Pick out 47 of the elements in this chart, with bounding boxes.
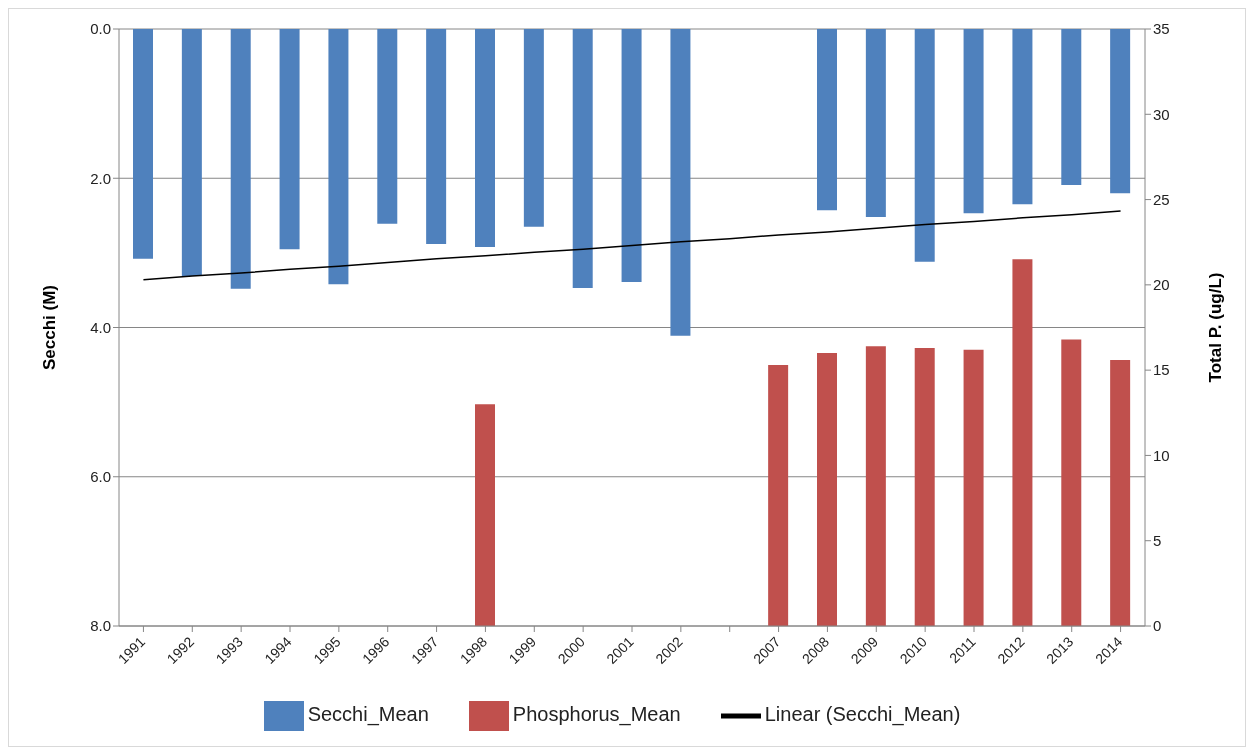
bar [865, 29, 886, 218]
bar [377, 29, 398, 224]
y2-axis-title: Total P. (ug/L) [1206, 272, 1226, 383]
bar [1012, 259, 1033, 626]
bar [1061, 339, 1082, 626]
y2-tick-label: 30 [1153, 105, 1170, 123]
y-tick-label: 4.0 [90, 318, 111, 336]
bar [426, 29, 447, 244]
y-tick-label: 2.0 [90, 169, 111, 187]
y2-tick-label: 35 [1153, 20, 1170, 38]
bar [914, 347, 935, 626]
bar [523, 29, 544, 227]
bar [572, 29, 593, 288]
bar [475, 404, 495, 626]
legend-label: Phosphorus_Mean [512, 703, 681, 726]
bar [963, 349, 984, 626]
bar [279, 29, 300, 250]
y2-tick-label: 20 [1153, 276, 1170, 294]
bar [475, 29, 495, 247]
bar [181, 29, 202, 277]
bar [133, 29, 153, 259]
bar [670, 29, 691, 336]
bar [1012, 29, 1033, 205]
y2-tick-label: 25 [1153, 190, 1170, 208]
bar [230, 29, 251, 289]
bar [1110, 359, 1131, 626]
y2-tick-label: 5 [1153, 532, 1162, 550]
bar [817, 353, 837, 626]
bar [328, 29, 349, 285]
bar [768, 365, 789, 626]
y2-tick-label: 0 [1153, 617, 1162, 635]
y-tick-label: 0.0 [90, 20, 111, 38]
bar [963, 29, 984, 214]
y-axis-title: Secchi (M) [40, 284, 60, 371]
bar [817, 29, 837, 211]
legend-label: Secchi_Mean [307, 703, 429, 726]
bar [914, 29, 935, 262]
bar [621, 29, 642, 282]
bar [1061, 29, 1082, 185]
y-tick-label: 8.0 [90, 617, 111, 635]
y-tick-label: 6.0 [90, 468, 111, 486]
bar [865, 346, 886, 626]
line-series [142, 210, 1122, 281]
y2-tick-label: 15 [1153, 361, 1170, 379]
legend-label: Linear (Secchi_Mean) [764, 703, 961, 726]
bar [1110, 29, 1131, 194]
y2-tick-label: 10 [1153, 446, 1170, 464]
